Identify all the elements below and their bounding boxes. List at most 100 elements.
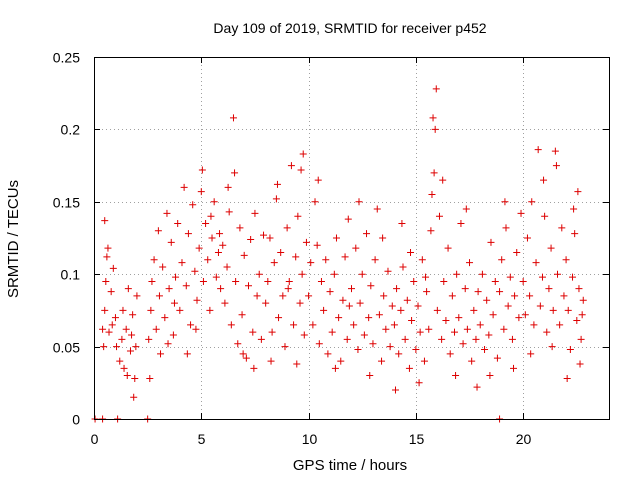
data-point [527,350,535,358]
data-point [343,335,351,343]
data-point [242,354,250,362]
data-point [299,150,307,158]
data-point [163,209,171,217]
data-point [279,292,287,300]
x-tick-label: 0 [91,431,99,447]
data-point [551,147,559,155]
data-point [430,169,438,177]
data-point [118,335,126,343]
data-point [219,241,227,249]
data-point [545,285,553,293]
data-point [573,317,581,325]
data-point [388,302,396,310]
x-tick-label: 20 [516,431,532,447]
data-point [410,277,418,285]
data-point [251,209,259,217]
data-point [102,277,110,285]
data-point [187,321,195,329]
data-point [122,325,130,333]
data-point [154,227,162,235]
data-point [378,357,386,365]
data-point [270,259,278,267]
data-point [197,188,205,196]
data-point [183,350,191,358]
data-point [214,248,222,256]
grid [94,57,609,419]
data-point [461,285,469,293]
data-point [324,350,332,358]
data-point [202,220,210,228]
data-point [328,328,336,336]
x-axis-label: GPS time / hours [293,457,407,474]
data-point [420,357,428,365]
data-point [508,335,516,343]
data-point [145,335,153,343]
data-point [439,176,447,184]
data-point [277,248,285,256]
data-point [523,234,531,242]
data-point [398,220,406,228]
data-point [558,224,566,232]
plot-frame [94,57,610,420]
data-point [238,311,246,319]
data-point [131,374,139,382]
data-point [543,328,551,336]
data-point [489,311,497,319]
data-point [339,296,347,304]
data-point [305,292,313,300]
data-point [264,277,272,285]
data-point [224,183,232,191]
data-point [538,273,546,281]
y-tick-label: 0.15 [53,195,80,211]
data-point [528,198,536,206]
data-point [577,335,585,343]
data-point [155,292,163,300]
data-point [541,212,549,220]
data-point [100,343,108,351]
y-tick-label: 0.05 [53,340,80,356]
data-point [390,321,398,329]
data-point [266,234,274,242]
data-point [534,146,542,154]
data-point [337,357,345,365]
data-point [182,282,190,290]
data-point [232,277,240,285]
data-point [521,311,529,319]
data-point [397,306,405,314]
data-point [575,285,583,293]
data-point [207,212,215,220]
data-point [267,357,275,365]
data-point [148,277,156,285]
data-point [146,374,154,382]
data-point [536,302,544,310]
data-point [250,364,258,372]
data-point [355,198,363,206]
data-point [292,253,300,261]
data-point [124,285,132,293]
data-point [255,270,263,278]
data-point [532,259,540,267]
data-point [548,343,556,351]
data-point [273,180,281,188]
data-point [317,277,325,285]
data-point [101,306,109,314]
data-point [294,212,302,220]
data-point [164,340,172,348]
data-point [104,244,112,252]
data-point [330,270,338,278]
data-point [431,125,439,133]
data-point [320,306,328,314]
data-point [234,340,242,348]
data-point [161,314,169,322]
data-point [159,263,167,271]
data-point [427,227,435,235]
data-point [487,238,495,246]
data-point [578,311,586,319]
data-point [309,321,317,329]
data-point [418,256,426,264]
data-point [240,251,248,259]
y-tick-label: 0 [72,412,80,428]
data-point [356,299,364,307]
data-point [307,259,315,267]
data-point [229,114,237,122]
